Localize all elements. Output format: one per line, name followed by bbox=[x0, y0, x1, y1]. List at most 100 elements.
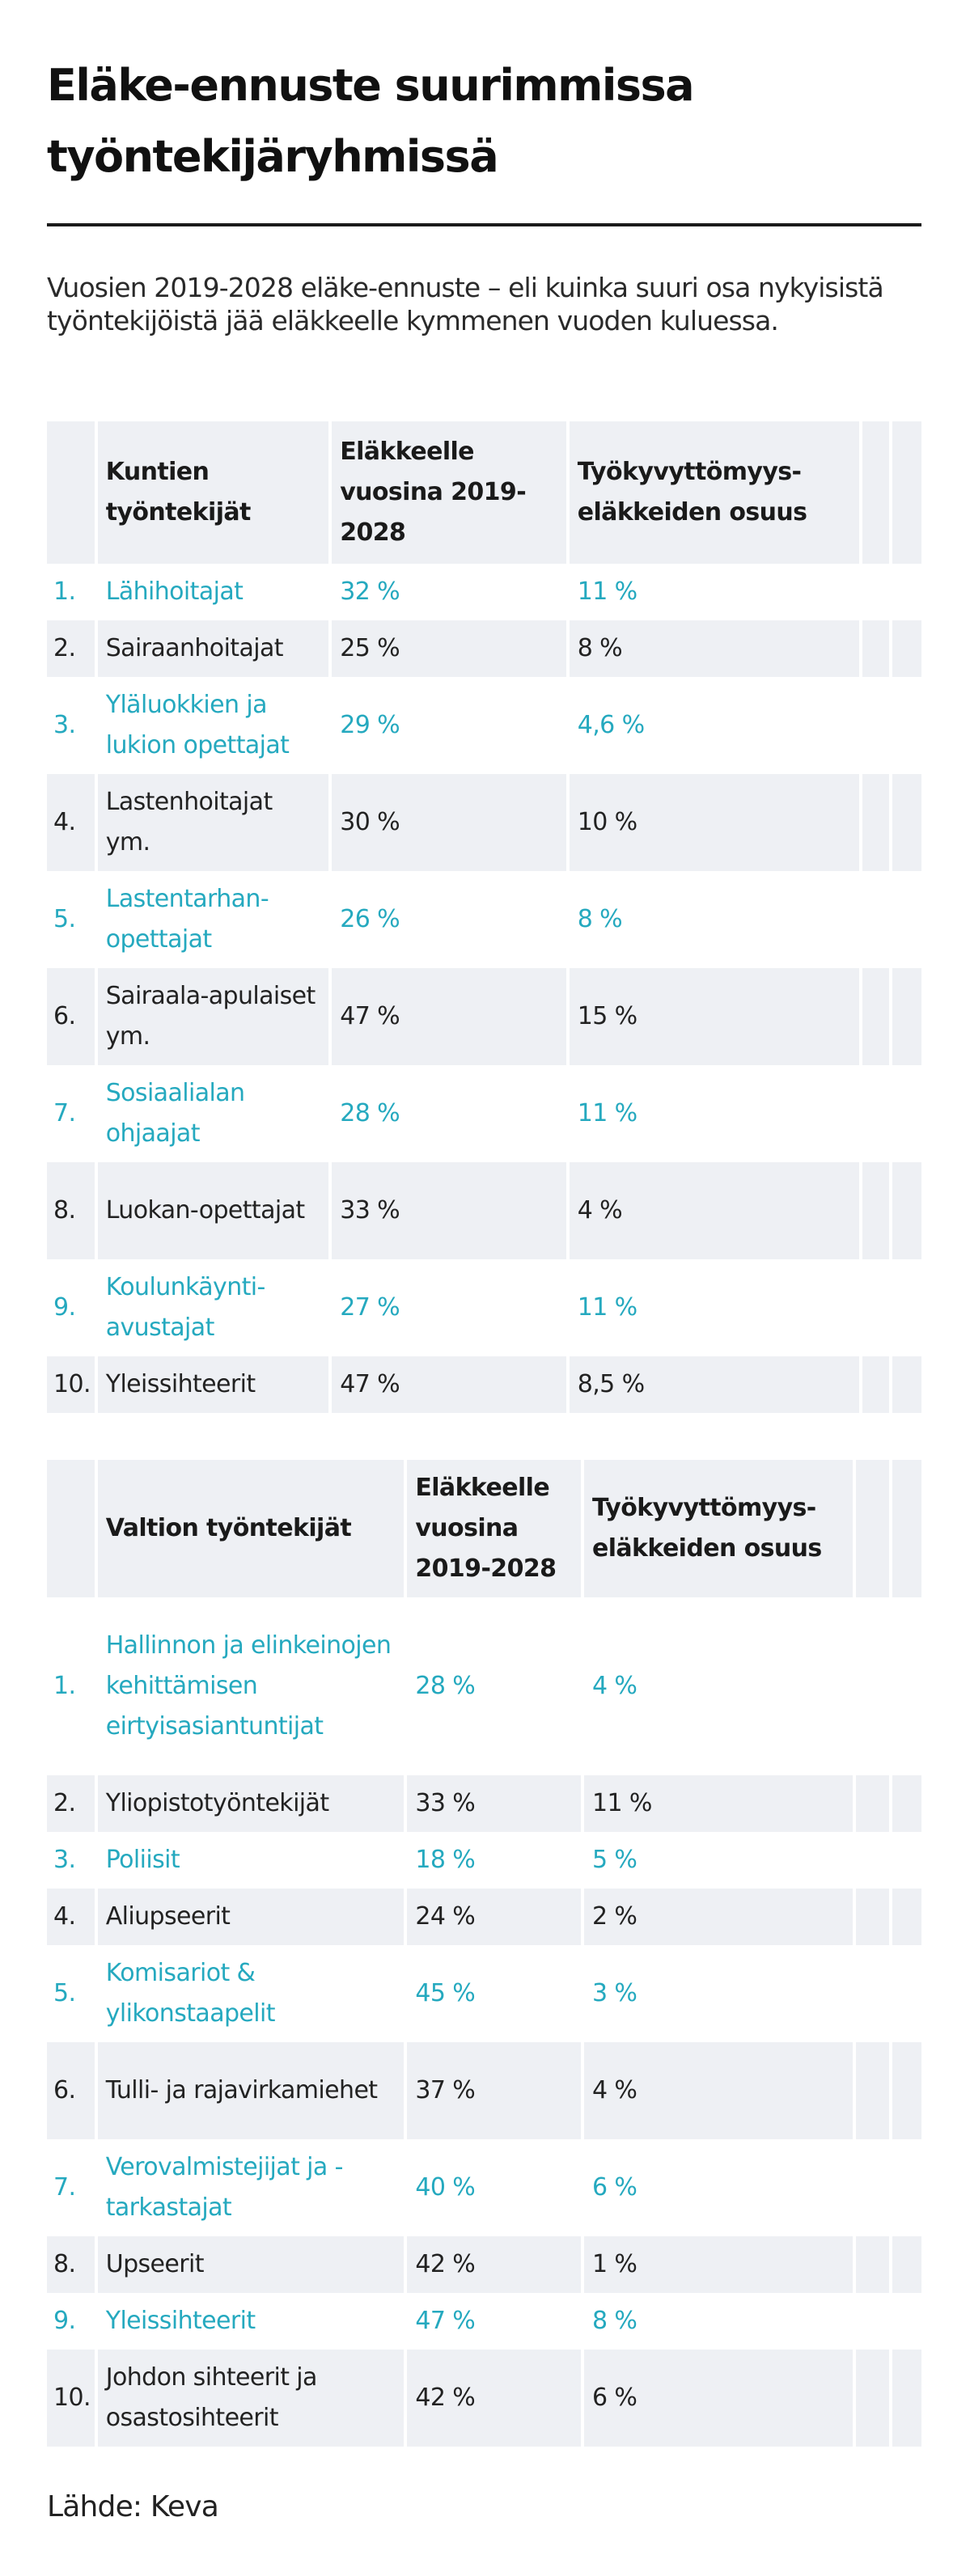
row-disability-share: 6 % bbox=[583, 2350, 854, 2447]
data-table: Valtion työntekijät Eläkkeelle vuosina 20… bbox=[44, 1460, 925, 2447]
row-group-name: Lastentarhan-opettajat bbox=[97, 871, 329, 968]
intro-text: Vuosien 2019-2028 eläke-ennuste – eli ku… bbox=[47, 272, 884, 336]
table-row: 5. Komisariot & ylikonstaapelit 45 % 3 % bbox=[47, 1945, 921, 2042]
empty-cell bbox=[856, 1832, 889, 1889]
table-row: 6. Sairaala-apulaiset ym. 47 % 15 % bbox=[47, 968, 921, 1065]
row-retirement-share: 32 % bbox=[332, 564, 566, 620]
empty-cell bbox=[856, 2293, 889, 2350]
empty-cell bbox=[862, 1356, 889, 1413]
table-row: 2. Yliopistotyöntekijät 33 % 11 % bbox=[47, 1775, 921, 1832]
municipal-workers-table: Kuntien työntekijät Eläkkeelle vuosina 20… bbox=[47, 421, 921, 1413]
empty-cell bbox=[862, 620, 889, 677]
row-group-name: Luokan-opettajat bbox=[97, 1162, 329, 1259]
empty-cell bbox=[892, 2293, 921, 2350]
row-group-name: Sairaala-apulaiset ym. bbox=[97, 968, 329, 1065]
row-rank: 1. bbox=[47, 564, 95, 620]
empty-cell bbox=[892, 564, 921, 620]
empty-cell bbox=[892, 2236, 921, 2293]
table-header-row: Kuntien työntekijät Eläkkeelle vuosina 20… bbox=[47, 421, 921, 564]
row-retirement-share: 29 % bbox=[332, 677, 566, 774]
empty-cell bbox=[892, 1775, 921, 1832]
row-group-name: Hallinnon ja elinkeinojen kehittämisen e… bbox=[97, 1597, 405, 1775]
row-disability-share: 8 % bbox=[583, 2293, 854, 2350]
empty-cell bbox=[892, 1597, 921, 1775]
empty-cell bbox=[862, 1065, 889, 1162]
table-row: 9. Yleissihteerit 47 % 8 % bbox=[47, 2293, 921, 2350]
row-retirement-share: 30 % bbox=[332, 774, 566, 871]
row-disability-share: 2 % bbox=[583, 1889, 854, 1945]
empty-cell bbox=[856, 2236, 889, 2293]
empty-cell bbox=[856, 2042, 889, 2139]
table-header-row: Valtion työntekijät Eläkkeelle vuosina 20… bbox=[47, 1460, 921, 1597]
header-cell-empty bbox=[47, 421, 95, 564]
table-row: 4. Aliupseerit 24 % 2 % bbox=[47, 1889, 921, 1945]
column-header: Valtion työntekijät bbox=[97, 1460, 405, 1597]
title-divider bbox=[47, 223, 921, 226]
row-retirement-share: 28 % bbox=[407, 1597, 581, 1775]
row-retirement-share: 47 % bbox=[332, 968, 566, 1065]
row-group-name: Koulunkäynti-avustajat bbox=[97, 1259, 329, 1356]
table-row: 3. Yläluokkien ja lukion opettajat 29 % 4,6… bbox=[47, 677, 921, 774]
empty-cell bbox=[892, 1889, 921, 1945]
empty-cell bbox=[892, 1356, 921, 1413]
row-retirement-share: 47 % bbox=[332, 1356, 566, 1413]
row-retirement-share: 42 % bbox=[407, 2236, 581, 2293]
empty-cell bbox=[892, 620, 921, 677]
row-retirement-share: 24 % bbox=[407, 1889, 581, 1945]
row-disability-share: 15 % bbox=[569, 968, 860, 1065]
row-group-name: Lähihoitajat bbox=[97, 564, 329, 620]
table-row: 8. Upseerit 42 % 1 % bbox=[47, 2236, 921, 2293]
row-disability-share: 5 % bbox=[583, 1832, 854, 1889]
table-row: 7. Sosiaalialan ohjaajat 28 % 11 % bbox=[47, 1065, 921, 1162]
empty-cell bbox=[862, 677, 889, 774]
row-disability-share: 11 % bbox=[569, 1065, 860, 1162]
empty-cell bbox=[856, 2350, 889, 2447]
row-retirement-share: 25 % bbox=[332, 620, 566, 677]
row-rank: 4. bbox=[47, 1889, 95, 1945]
row-disability-share: 4 % bbox=[583, 1597, 854, 1775]
table-row: 2. Sairaanhoitajat 25 % 8 % bbox=[47, 620, 921, 677]
header-cell-empty bbox=[856, 1460, 889, 1597]
table-row: 6. Tulli- ja rajavirkamiehet 37 % 4 % bbox=[47, 2042, 921, 2139]
row-group-name: Sosiaalialan ohjaajat bbox=[97, 1065, 329, 1162]
table-row: 1. Hallinnon ja elinkeinojen kehittämisen… bbox=[47, 1597, 921, 1775]
row-disability-share: 10 % bbox=[569, 774, 860, 871]
empty-cell bbox=[862, 1162, 889, 1259]
row-group-name: Yleissihteerit bbox=[97, 1356, 329, 1413]
row-disability-share: 4 % bbox=[569, 1162, 860, 1259]
row-rank: 10. bbox=[47, 2350, 95, 2447]
row-retirement-share: 27 % bbox=[332, 1259, 566, 1356]
empty-cell bbox=[862, 871, 889, 968]
empty-cell bbox=[892, 2139, 921, 2236]
row-retirement-share: 47 % bbox=[407, 2293, 581, 2350]
row-retirement-share: 45 % bbox=[407, 1945, 581, 2042]
row-rank: 9. bbox=[47, 2293, 95, 2350]
row-rank: 5. bbox=[47, 871, 95, 968]
row-group-name: Upseerit bbox=[97, 2236, 405, 2293]
row-group-name: Yliopistotyöntekijät bbox=[97, 1775, 405, 1832]
empty-cell bbox=[892, 677, 921, 774]
row-rank: 3. bbox=[47, 1832, 95, 1889]
column-header: Työkyvyttömyys-eläkkeiden osuus bbox=[583, 1460, 854, 1597]
table-row: 9. Koulunkäynti-avustajat 27 % 11 % bbox=[47, 1259, 921, 1356]
empty-cell bbox=[856, 1945, 889, 2042]
row-disability-share: 8,5 % bbox=[569, 1356, 860, 1413]
column-header: Eläkkeelle vuosina 2019-2028 bbox=[332, 421, 566, 564]
empty-cell bbox=[892, 1162, 921, 1259]
row-disability-share: 4,6 % bbox=[569, 677, 860, 774]
row-retirement-share: 42 % bbox=[407, 2350, 581, 2447]
table-row: 10. Yleissihteerit 47 % 8,5 % bbox=[47, 1356, 921, 1413]
table-row: 8. Luokan-opettajat 33 % 4 % bbox=[47, 1162, 921, 1259]
row-disability-share: 8 % bbox=[569, 871, 860, 968]
empty-cell bbox=[856, 1889, 889, 1945]
row-rank: 4. bbox=[47, 774, 95, 871]
row-retirement-share: 33 % bbox=[407, 1775, 581, 1832]
table-row: 7. Verovalmistejijat ja -tarkastajat 40 % 6… bbox=[47, 2139, 921, 2236]
state-workers-table: Valtion työntekijät Eläkkeelle vuosina 20… bbox=[47, 1460, 921, 2447]
empty-cell bbox=[862, 564, 889, 620]
row-group-name: Poliisit bbox=[97, 1832, 405, 1889]
empty-cell bbox=[856, 1597, 889, 1775]
empty-cell bbox=[856, 1775, 889, 1832]
row-rank: 9. bbox=[47, 1259, 95, 1356]
